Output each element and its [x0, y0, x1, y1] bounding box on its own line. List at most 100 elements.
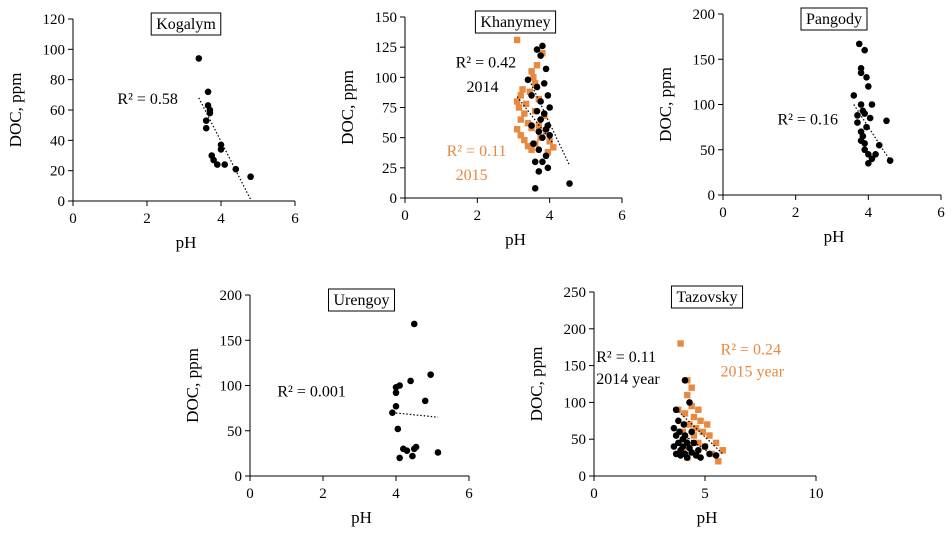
- chart-title-box: [474, 10, 557, 34]
- data-point-square: [719, 447, 726, 454]
- data-point-square: [679, 428, 686, 436]
- y-tick-label: 60: [50, 103, 65, 119]
- x-tick-label: 0: [590, 486, 598, 502]
- data-point-circle: [202, 124, 210, 132]
- data-point-circle: [883, 117, 890, 125]
- data-point-square: [706, 432, 713, 439]
- annotation-label: R² = 0.11: [596, 349, 656, 366]
- trend-line: [527, 77, 571, 166]
- y-tick-label: 250: [564, 285, 587, 301]
- x-tick-label: 2: [319, 486, 327, 502]
- y-tick-label: 150: [693, 52, 716, 68]
- annotation-label: 2015: [456, 167, 488, 184]
- chart-title: Urengoy: [334, 292, 390, 309]
- data-point-circle: [683, 454, 691, 461]
- x-tick-label: 6: [291, 211, 299, 227]
- data-point-circle: [544, 164, 552, 172]
- data-point-circle: [683, 439, 691, 447]
- data-point-square: [684, 391, 691, 399]
- trend-line: [392, 412, 439, 418]
- data-point-circle: [863, 123, 870, 131]
- y-tick-label: 100: [564, 395, 587, 411]
- data-point-circle: [688, 428, 695, 436]
- data-point-circle: [675, 439, 682, 447]
- data-point-circle: [872, 150, 879, 158]
- data-point-square: [690, 413, 698, 421]
- data-point-circle: [868, 155, 876, 163]
- data-point-square: [533, 62, 541, 69]
- chart-panel-tazovsky: 0 50 100 150 200 250 0 5 10 pH DOC, ppm R² = 0.11 20…: [527, 285, 824, 527]
- data-point-square: [524, 119, 532, 127]
- data-point-circle: [857, 101, 865, 108]
- chart-title-box: [800, 7, 868, 31]
- data-point-circle: [861, 146, 868, 154]
- data-point-square: [715, 458, 722, 465]
- data-point-square: [526, 88, 533, 96]
- data-point-circle: [412, 443, 420, 451]
- data-point-square: [513, 36, 521, 44]
- y-tick-label: 150: [375, 10, 398, 26]
- data-point-square: [519, 86, 526, 93]
- x-axis-label: pH: [505, 230, 526, 249]
- data-point-square: [530, 74, 537, 81]
- y-tick-label: 50: [227, 424, 242, 440]
- annotation-label: R² = 0.42: [456, 55, 516, 72]
- chart-title-box: [670, 285, 744, 309]
- data-point-circle: [540, 80, 548, 87]
- x-tick-label: 4: [865, 205, 873, 221]
- data-point-circle: [392, 389, 400, 397]
- x-tick-label: 0: [246, 486, 254, 502]
- data-point-circle: [434, 449, 442, 456]
- y-tick-label: 120: [43, 12, 66, 28]
- y-tick-label: 40: [50, 133, 65, 149]
- data-point-square: [550, 144, 557, 151]
- y-axis-label: DOC, ppm: [527, 347, 546, 422]
- data-point-circle: [670, 443, 678, 450]
- data-point-circle: [214, 161, 221, 168]
- data-point-circle: [531, 158, 539, 166]
- x-tick-label: 5: [701, 486, 709, 502]
- y-axis-label: DOC, ppm: [6, 73, 25, 148]
- data-point-circle: [533, 83, 541, 91]
- data-point-circle: [854, 112, 861, 119]
- data-point-circle: [427, 371, 434, 378]
- chart-title: Khanymey: [480, 14, 550, 31]
- data-point-circle: [868, 101, 876, 108]
- data-point-square: [688, 402, 695, 410]
- x-axis-label: pH: [176, 233, 197, 252]
- data-point-circle: [546, 131, 553, 139]
- x-tick-label: 2: [143, 211, 151, 227]
- data-point-square: [521, 110, 528, 117]
- data-point-circle: [217, 141, 225, 149]
- chart-title-box: [150, 12, 222, 36]
- data-point-circle: [539, 42, 546, 50]
- y-tick-label: 150: [564, 359, 587, 375]
- data-point-square: [522, 100, 530, 108]
- chart-title-box: [328, 288, 395, 312]
- trend-line: [853, 104, 891, 161]
- data-point-circle: [540, 110, 548, 117]
- data-point-square: [524, 142, 532, 150]
- data-point-circle: [859, 132, 867, 140]
- y-tick-label: 150: [220, 333, 243, 349]
- data-point-circle: [195, 55, 203, 62]
- data-point-square: [695, 406, 702, 413]
- data-point-circle: [855, 40, 863, 48]
- chart-panel-urengoy: 0 50 100 150 200 0 2 4 6 pH DOC, ppm R² = 0.001 Uren…: [183, 288, 473, 527]
- data-point-circle: [679, 443, 687, 450]
- data-point-circle: [865, 83, 872, 90]
- data-point-circle: [410, 320, 418, 328]
- data-point-circle: [537, 52, 544, 59]
- annotation-label: 2014 year: [596, 371, 660, 388]
- data-point-circle: [681, 432, 689, 439]
- data-point-circle: [217, 146, 225, 153]
- trend-line: [673, 427, 717, 459]
- data-point-circle: [537, 116, 544, 123]
- x-tick-label: 2: [474, 208, 482, 224]
- annotation-label: R² = 0.58: [117, 91, 177, 108]
- y-tick-label: 75: [382, 101, 397, 117]
- data-point-circle: [850, 92, 858, 99]
- y-tick-label: 0: [579, 469, 587, 485]
- data-point-circle: [680, 421, 688, 428]
- data-point-circle: [533, 107, 541, 115]
